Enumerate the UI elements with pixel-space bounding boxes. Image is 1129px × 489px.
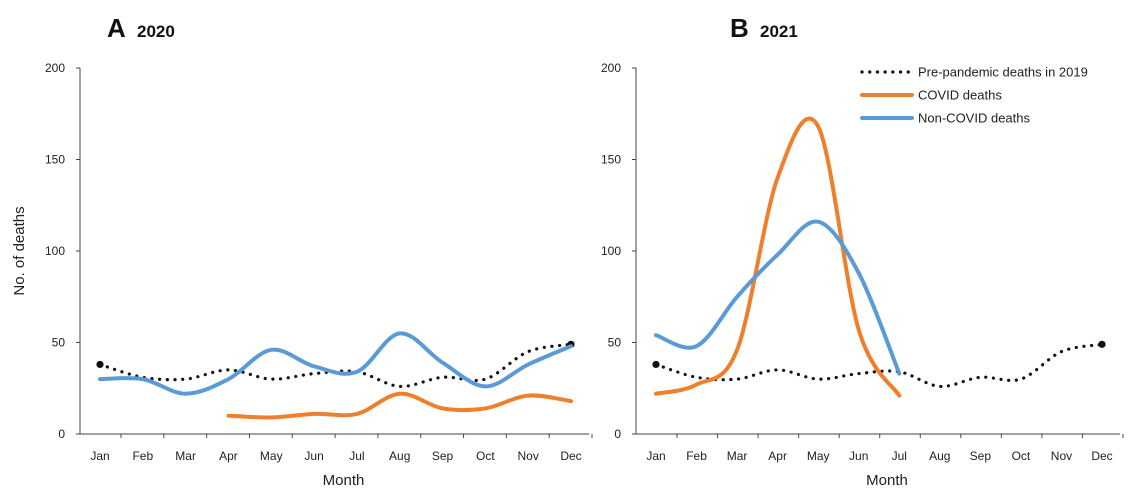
x-tick-label: Sep [432,449,454,463]
y-tick-label: 50 [52,336,66,350]
x-tick-label: Mar [175,449,196,463]
y-tick-label: 200 [601,61,621,75]
x-tick-label: May [807,449,830,463]
y-tick-label: 150 [601,153,621,167]
y-tick-label: 200 [45,61,65,75]
y-tick-label: 150 [45,153,65,167]
x-tick-label: May [260,449,283,463]
data-point-pre-pandemic-deaths-in-2019 [652,360,660,369]
x-tick-label: Jul [892,449,907,463]
y-tick-label: 0 [58,427,65,441]
x-tick-label: Feb [686,449,707,463]
data-point-pre-pandemic-deaths-in-2019 [96,360,104,369]
x-tick-label: Jan [90,449,109,463]
x-tick-label: Aug [389,449,410,463]
panel-label: B [730,13,749,43]
legend-label-covid-deaths: COVID deaths [918,88,1002,103]
x-tick-label: Apr [768,449,787,463]
legend-label-pre-pandemic-deaths-in-2019: Pre-pandemic deaths in 2019 [918,65,1088,80]
x-tick-label: Sep [970,449,992,463]
x-tick-label: Apr [219,449,238,463]
y-axis-title: No. of deaths [11,206,28,295]
series-line-covid-deaths [226,391,573,420]
x-tick-label: Oct [1012,449,1031,463]
series-line-covid-deaths [654,116,902,398]
x-tick-label: Feb [132,449,153,463]
x-axis-title: Month [323,472,365,489]
panel-title: 2020 [137,22,175,41]
x-tick-label: Jul [349,449,364,463]
panel-title: 2021 [760,22,798,41]
x-tick-label: Jun [849,449,868,463]
series-line-pre-pandemic-deaths-in-2019 [654,342,1104,389]
x-tick-label: Oct [476,449,495,463]
y-tick-label: 0 [614,427,621,441]
x-tick-label: Dec [560,449,581,463]
x-axis-title: Month [866,472,908,489]
x-tick-label: Mar [727,449,748,463]
y-tick-label: 50 [608,336,622,350]
y-tick-label: 100 [601,244,621,258]
x-tick-label: Jun [304,449,323,463]
series-line-non-covid-deaths [654,219,902,376]
x-tick-label: Dec [1091,449,1112,463]
panel-label: A [107,13,126,43]
legend-label-non-covid-deaths: Non-COVID deaths [918,111,1030,126]
series-line-non-covid-deaths [98,331,573,396]
data-point-pre-pandemic-deaths-in-2019 [1098,340,1106,348]
x-tick-label: Jan [646,449,665,463]
x-tick-label: Nov [1051,449,1072,463]
x-tick-label: Nov [518,449,539,463]
x-tick-label: Aug [929,449,950,463]
y-tick-label: 100 [45,244,65,258]
